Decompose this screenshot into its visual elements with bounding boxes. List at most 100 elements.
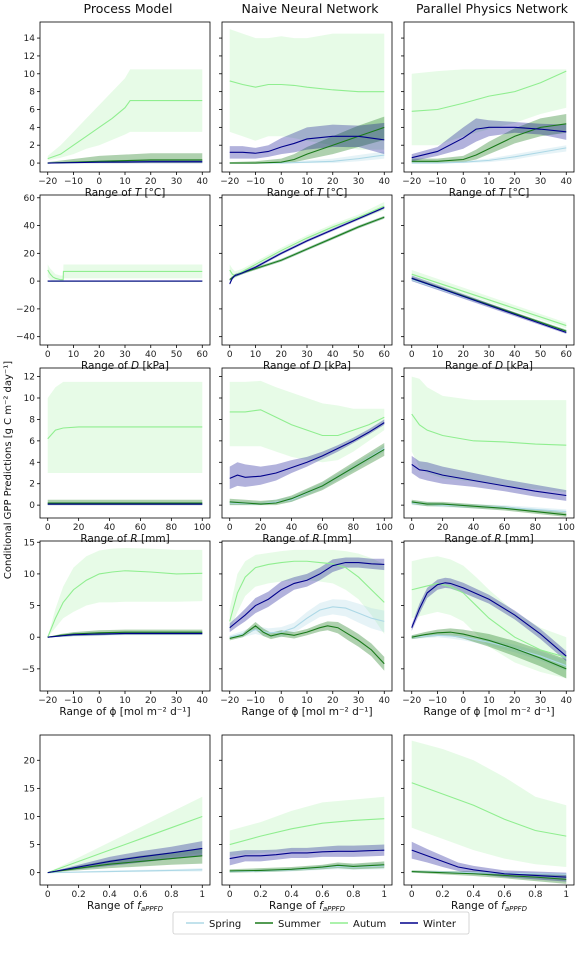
line-spring [229, 865, 385, 873]
x-tick-label: 10 [432, 350, 444, 360]
x-tick-label: 10 [119, 696, 131, 706]
x-tick-label: 40 [104, 523, 116, 533]
y-tick-label: 8 [29, 88, 35, 98]
x-tick-label: 20 [94, 350, 106, 360]
y-tick-label: 10 [24, 570, 36, 580]
x-axis-label: Range of D [kPa] [445, 360, 533, 372]
line-summer [47, 631, 203, 638]
panel-data [411, 376, 567, 517]
panel-frame [39, 734, 211, 886]
line-autum [411, 413, 567, 446]
x-tick-label: −20 [38, 177, 57, 187]
panel-data [411, 270, 567, 334]
line-autum [411, 273, 567, 327]
x-tick-label: 10 [68, 350, 80, 360]
y-tick-label: 15 [24, 784, 35, 794]
x-tick-label: 0 [409, 350, 415, 360]
line-winter [47, 847, 203, 874]
legend-item-autum: Autum [330, 919, 386, 930]
x-tick-label: 30 [171, 696, 183, 706]
x-tick-label: 30 [353, 177, 365, 187]
x-tick-label: 40 [379, 177, 391, 187]
band-autum [229, 380, 385, 463]
legend-item-winter: Winter [400, 919, 457, 930]
x-tick-label: 60 [317, 523, 329, 533]
x-tick-label: 0.4 [284, 890, 299, 900]
x-tick-label: −20 [38, 696, 57, 706]
x-tick-label: 0 [96, 696, 102, 706]
line-winter [411, 582, 567, 657]
y-tick-label: 14 [24, 34, 36, 44]
x-tick-label: 0 [45, 890, 51, 900]
band-summer [229, 621, 385, 671]
line-winter [411, 849, 567, 878]
x-tick-label: 0.6 [315, 890, 330, 900]
x-tick-label: 0.6 [497, 890, 512, 900]
y-tick-label: 0 [29, 159, 35, 169]
line-winter [411, 126, 567, 159]
band-summer [47, 848, 203, 873]
x-tick-label: 60 [561, 350, 573, 360]
x-tick-label: 20 [509, 177, 521, 187]
x-axis-label: Range of ϕ [mol m⁻² d⁻¹] [59, 706, 190, 718]
x-tick-label: −20 [402, 696, 421, 706]
x-tick-label: 0.8 [164, 890, 179, 900]
x-tick-label: 20 [255, 523, 267, 533]
x-axis-label: Range of faPPFD [87, 900, 164, 913]
x-tick-label: 0 [460, 177, 466, 187]
y-tick-label: 6 [29, 106, 35, 116]
panel-r3-c1: 0 20 40 60 80 100 0 2 4 6 8 10 12 Range of R [mm] [24, 367, 211, 545]
panel-r4-c3: −20 −10 0 10 20 30 40 Range of ϕ [mol m⁻² d⁻¹] [401, 540, 575, 718]
y-tick-label: 5 [29, 841, 35, 851]
x-tick-label: 100 [558, 523, 575, 533]
x-tick-label: 40 [561, 696, 573, 706]
panel-data [47, 69, 203, 164]
x-tick-label: 0.6 [133, 890, 148, 900]
band-autum [229, 549, 385, 635]
line-autum [229, 409, 385, 437]
band-summer [47, 153, 203, 164]
y-tick-label: 10 [24, 70, 36, 80]
line-winter [47, 161, 203, 164]
x-tick-label: −10 [246, 696, 265, 706]
y-tick-label: 6 [29, 437, 35, 447]
x-tick-label: 30 [171, 177, 183, 187]
band-winter [229, 122, 385, 159]
band-autum [47, 69, 203, 161]
panel-r5-c2: 0 0.2 0.4 0.6 0.8 1 Range of faPPFD [219, 734, 393, 913]
line-winter [229, 561, 385, 629]
line-autum [411, 782, 567, 837]
x-tick-label: 30 [535, 177, 547, 187]
band-spring [411, 145, 567, 164]
x-axis-label: Range of R [mm] [444, 533, 533, 545]
legend-item-summer: Summer [255, 919, 321, 930]
panel-data [229, 201, 385, 286]
x-tick-label: 10 [250, 350, 262, 360]
x-tick-label: 20 [327, 177, 339, 187]
x-tick-label: 20 [145, 696, 157, 706]
x-tick-label: 60 [135, 523, 147, 533]
line-autum [47, 100, 203, 160]
legend-item-spring: Spring [186, 919, 241, 930]
x-tick-label: 60 [197, 350, 209, 360]
panel-data [47, 381, 203, 506]
band-autum [47, 547, 203, 638]
x-tick-label: 30 [119, 350, 131, 360]
x-tick-label: 0.8 [528, 890, 543, 900]
panel-r1-c1: −20 −10 0 10 20 30 40 0 2 4 6 8 10 12 14 Range of T [°C… [24, 21, 211, 199]
x-tick-label: 40 [286, 523, 298, 533]
panel-frame [221, 367, 393, 519]
x-tick-label: 20 [73, 523, 85, 533]
x-tick-label: 10 [301, 696, 313, 706]
x-tick-label: 0 [409, 890, 415, 900]
panel-r1-c3: −20 −10 0 10 20 30 40 Range of T [°C] [401, 21, 575, 199]
x-tick-label: 50 [171, 350, 183, 360]
x-tick-label: 1 [381, 890, 387, 900]
line-autum [229, 205, 385, 277]
y-tick-label: −5 [22, 665, 35, 675]
line-summer [411, 501, 567, 516]
x-tick-label: 20 [509, 696, 521, 706]
legend-frame [172, 911, 470, 935]
